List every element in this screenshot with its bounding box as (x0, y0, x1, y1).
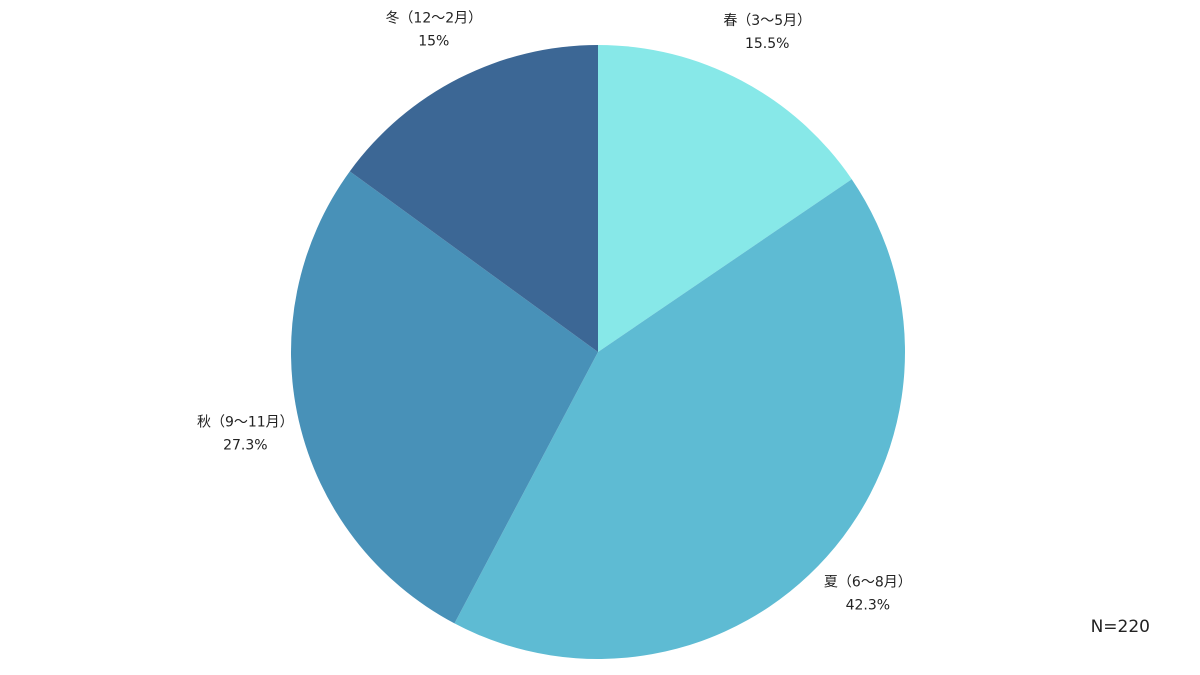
slice-label: 夏（6～8月） (824, 574, 912, 590)
pie-slice (598, 45, 852, 352)
slice-label: 冬（12～2月） (385, 10, 482, 26)
pie-slice (290, 171, 598, 624)
value-label: 15% (418, 33, 449, 49)
slice-label: 秋（9～11月） (197, 415, 294, 431)
value-label: 15.5% (745, 36, 789, 52)
slice-label: 春（3～5月） (723, 13, 811, 29)
pie-slice (454, 179, 905, 659)
pie-slice (349, 45, 598, 352)
value-label: 27.3% (223, 438, 267, 454)
sample-size: N=220 (1091, 617, 1150, 637)
value-label: 42.3% (846, 597, 890, 613)
